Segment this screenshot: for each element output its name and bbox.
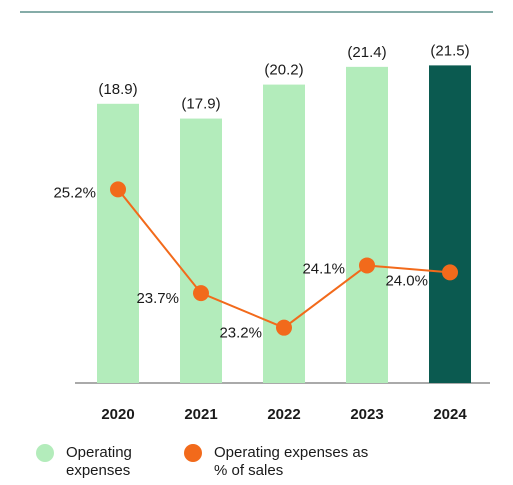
line-point [442, 264, 458, 281]
bar-label: (20.2) [264, 62, 303, 79]
x-tick-label: 2022 [267, 406, 300, 423]
x-tick-label: 2021 [184, 406, 217, 423]
line-point [110, 181, 126, 198]
bar-label: (21.4) [347, 44, 386, 61]
x-tick-label: 2024 [433, 406, 467, 423]
line-label: 23.7% [136, 290, 179, 307]
legend-label: Operating expenses [66, 444, 132, 479]
legend-label: Operating expenses as % of sales [214, 444, 369, 479]
line-point [193, 285, 209, 302]
legend-swatch [36, 444, 54, 462]
line-point [276, 319, 292, 336]
x-tick-label: 2020 [101, 406, 134, 423]
line-label: 24.0% [385, 272, 428, 289]
bar-label: (21.5) [430, 42, 469, 59]
bar-label: (17.9) [181, 96, 220, 113]
line-label: 25.2% [53, 184, 96, 201]
bar [346, 66, 388, 383]
bar-label: (18.9) [98, 81, 137, 98]
line-label: 23.2% [219, 325, 262, 342]
bar [429, 65, 471, 384]
line-point [359, 257, 375, 274]
x-tick-label: 2023 [350, 406, 383, 423]
bar [97, 103, 139, 383]
legend-swatch [184, 444, 202, 462]
bar [263, 84, 305, 383]
chart: (18.9) 2020 (17.9) 2021 (20.2) 2022 (21.4) 2023… [20, 11, 493, 423]
line-label: 24.1% [302, 260, 345, 277]
bar [180, 118, 222, 384]
